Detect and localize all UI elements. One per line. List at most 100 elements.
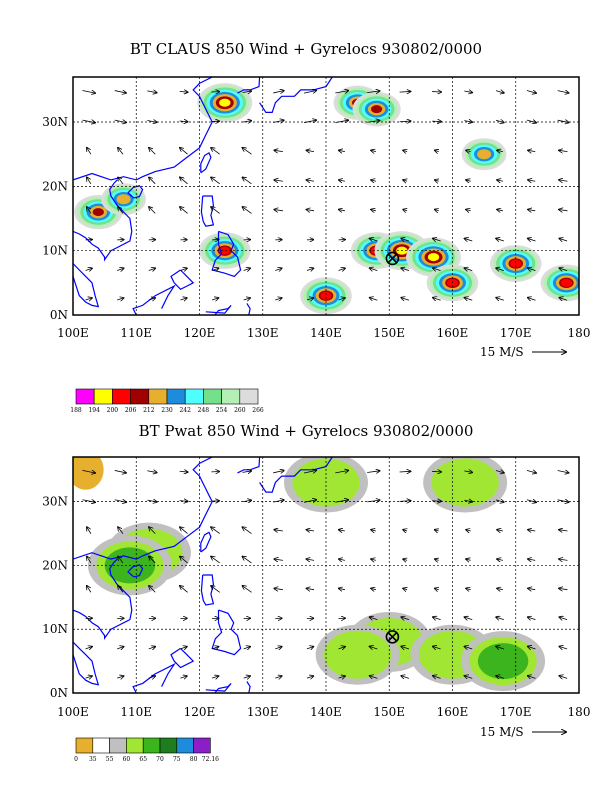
field-blob (371, 105, 383, 114)
wind-vector (306, 210, 315, 211)
wind-vector (275, 298, 282, 300)
legend-swatch (203, 388, 222, 405)
wind-vector (528, 268, 536, 271)
wind-vector (179, 121, 188, 122)
wind-vector (85, 268, 93, 270)
wind-vector (559, 180, 568, 181)
wind-vector (274, 210, 283, 211)
wind-vector (464, 298, 473, 301)
wind-vector (399, 91, 411, 92)
coastline (205, 304, 232, 315)
legend-swatch (148, 388, 168, 405)
color-legend: 188 194 200 206 212 230 242 248 254 260 266 (70, 388, 264, 414)
wind-vector (401, 268, 410, 271)
wind-vector (496, 268, 504, 271)
x-tick-label: 170E (500, 326, 532, 340)
wind-vector (306, 268, 314, 270)
wind-vector (338, 268, 346, 270)
wind-vector (399, 121, 411, 122)
wind-vector (180, 298, 187, 300)
wind-vector (306, 180, 315, 181)
wind-vector (497, 150, 503, 151)
coastline (211, 230, 242, 278)
wind-vector (180, 177, 188, 185)
wind-vector (371, 210, 376, 211)
wind-vector (243, 298, 251, 300)
y-tick-label: 0N (50, 308, 68, 322)
wind-vector (528, 210, 536, 211)
wind-vector (371, 180, 376, 181)
wind-vector (242, 121, 252, 122)
wind-vector (179, 91, 188, 92)
coastline (259, 77, 333, 113)
wind-vector (367, 91, 379, 93)
chart-title-claus: BT CLAUS 850 Wind + Gyrelocs 930802/0000 (129, 40, 483, 58)
x-tick-label: 130E (247, 326, 279, 340)
legend-label: 206 (125, 407, 137, 414)
wind-vector (180, 268, 187, 270)
wind-vector (528, 238, 536, 241)
x-tick-label: 140E (310, 326, 342, 340)
wind-vector (87, 177, 92, 185)
field-blob (92, 208, 104, 217)
wind-vector (274, 180, 283, 181)
x-tick-label: 100E (57, 326, 89, 340)
wind-vector (211, 298, 219, 300)
legend-label: 248 (198, 407, 210, 414)
wind-vector (528, 298, 536, 301)
wind-vector (559, 150, 568, 151)
wind-vector (401, 238, 410, 241)
field-blob (219, 98, 231, 107)
legend-swatch (112, 388, 131, 405)
coastline (73, 179, 133, 262)
legend-label: 242 (179, 407, 191, 414)
wind-scale-label: 15 M/S (480, 345, 524, 359)
wind-vector (87, 148, 92, 155)
gyre-location-cross (387, 253, 397, 263)
x-tick-label: 110E (120, 326, 152, 340)
field-blob (219, 246, 231, 255)
wind-vector (559, 238, 568, 241)
wind-vector (275, 268, 282, 270)
wind-vector (114, 91, 126, 93)
wind-vector (242, 91, 252, 92)
plot-frame (72, 76, 580, 316)
wind-vector (528, 150, 536, 151)
y-tick-label: 20N (42, 179, 68, 193)
legend-label: 260 (234, 407, 246, 414)
field-blob (427, 253, 440, 262)
wind-vector (496, 238, 504, 241)
wind-vector (242, 148, 252, 155)
wind-vector (149, 148, 156, 155)
wind-vector (497, 210, 503, 211)
wind-vector (495, 120, 504, 122)
wind-vector (464, 238, 473, 241)
wind-vector (435, 150, 439, 151)
wind-vector (526, 90, 536, 93)
wind-vector (149, 207, 156, 214)
wind-vector (335, 91, 348, 93)
legend-label: 200 (107, 407, 119, 414)
wind-vector (148, 298, 156, 300)
wind-vector (147, 120, 156, 122)
wind-vector (87, 207, 92, 214)
field-blob (116, 194, 131, 205)
legend-swatch (166, 388, 186, 405)
wind-vector (180, 148, 188, 155)
plot-background (73, 77, 579, 315)
wind-vector (118, 177, 124, 185)
legend-swatch (184, 388, 204, 405)
wind-vector (559, 268, 568, 271)
wind-vector (403, 150, 407, 151)
wind-vector (82, 91, 95, 94)
wind-vector (528, 180, 536, 181)
legend-swatch (75, 388, 95, 405)
wind-vector (433, 268, 441, 271)
wind-vector (306, 150, 315, 151)
wind-vector (559, 298, 568, 301)
wind-vector (435, 210, 439, 211)
wind-vector (335, 120, 348, 122)
wind-vector (149, 177, 156, 185)
legend-swatch (221, 388, 241, 405)
